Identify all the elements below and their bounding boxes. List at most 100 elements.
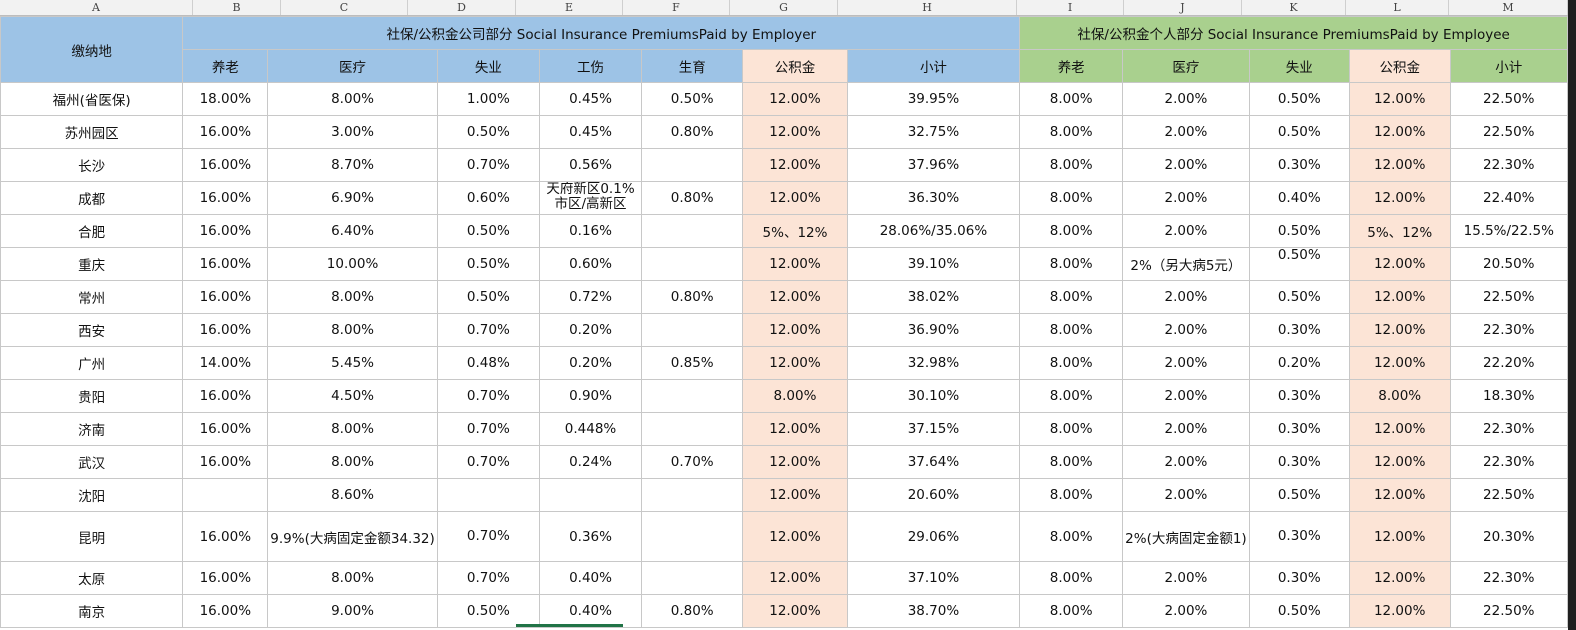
employer-cell-5[interactable]: 12.00% [742,82,848,116]
employer-cell-6[interactable]: 32.98% [846,346,1021,380]
employee-cell-1[interactable]: 2.00% [1122,214,1250,248]
employee-cell-1[interactable]: 2%（另大病5元） [1122,247,1250,281]
employer-col-header[interactable]: 公积金 [742,49,848,83]
employer-cell-4[interactable] [641,148,744,182]
employer-cell-4[interactable] [641,247,744,281]
employer-cell-4[interactable] [641,412,744,446]
employer-cell-1[interactable]: 8.00% [267,445,438,479]
employee-cell-1[interactable]: 2.00% [1122,181,1250,215]
employee-cell-3[interactable]: 8.00% [1348,379,1451,413]
employee-cell-3[interactable]: 12.00% [1348,511,1451,562]
employer-cell-3[interactable]: 0.448% [538,412,643,446]
employer-cell-6[interactable]: 20.60% [846,478,1021,512]
employer-cell-2[interactable]: 0.50% [436,594,540,628]
employee-cell-2[interactable]: 0.30% [1248,148,1350,182]
employee-cell-2[interactable]: 0.50% [1248,478,1350,512]
employee-cell-2[interactable]: 0.50% [1248,214,1350,248]
employee-cell-4[interactable]: 22.30% [1449,561,1568,595]
column-letter[interactable]: I [1017,0,1124,15]
column-letter[interactable]: J [1124,0,1242,15]
employee-cell-4[interactable]: 22.30% [1449,412,1568,446]
employer-cell-1[interactable]: 9.9%(大病固定金额34.32) [267,511,438,562]
employer-cell-5[interactable]: 12.00% [742,412,848,446]
location-header[interactable]: 缴纳地 [0,16,184,83]
employee-cell-3[interactable]: 12.00% [1348,148,1451,182]
employee-col-header[interactable]: 失业 [1248,49,1350,83]
employer-cell-5[interactable]: 8.00% [742,379,848,413]
employer-cell-6[interactable]: 32.75% [846,115,1021,149]
employer-cell-4[interactable]: 0.80% [641,594,744,628]
employee-cell-0[interactable]: 8.00% [1019,247,1124,281]
employer-cell-0[interactable]: 16.00% [182,313,269,347]
employee-cell-3[interactable]: 12.00% [1348,181,1451,215]
employer-cell-2[interactable]: 0.60% [436,181,540,215]
employer-cell-0[interactable]: 16.00% [182,148,269,182]
column-letter[interactable]: F [623,0,730,15]
employee-cell-0[interactable]: 8.00% [1019,594,1124,628]
employee-cell-1[interactable]: 2.00% [1122,346,1250,380]
city-cell[interactable]: 成都 [0,181,184,215]
employee-cell-4[interactable]: 22.30% [1449,445,1568,479]
employee-cell-2[interactable]: 0.30% [1248,511,1350,562]
column-letter[interactable]: H [838,0,1017,15]
employer-cell-2[interactable]: 0.50% [436,214,540,248]
employer-cell-4[interactable]: 0.85% [641,346,744,380]
employer-cell-0[interactable]: 16.00% [182,511,269,562]
employee-cell-2[interactable]: 0.30% [1248,379,1350,413]
employee-cell-3[interactable]: 12.00% [1348,445,1451,479]
employee-cell-4[interactable]: 22.50% [1449,115,1568,149]
employer-cell-5[interactable]: 12.00% [742,594,848,628]
employee-cell-2[interactable]: 0.20% [1248,346,1350,380]
employer-cell-1[interactable]: 8.00% [267,280,438,314]
employee-cell-3[interactable]: 12.00% [1348,346,1451,380]
employer-cell-5[interactable]: 12.00% [742,280,848,314]
employer-cell-6[interactable]: 38.02% [846,280,1021,314]
city-cell[interactable]: 昆明 [0,511,184,562]
city-cell[interactable]: 西安 [0,313,184,347]
employer-cell-4[interactable]: 0.80% [641,115,744,149]
employer-cell-2[interactable]: 0.70% [436,511,540,562]
employer-col-header[interactable]: 医疗 [267,49,438,83]
employer-col-header[interactable]: 小计 [846,49,1021,83]
employer-cell-2[interactable]: 0.48% [436,346,540,380]
employee-cell-3[interactable]: 12.00% [1348,280,1451,314]
employee-cell-2[interactable]: 0.30% [1248,561,1350,595]
employer-cell-1[interactable]: 8.00% [267,313,438,347]
employer-cell-3[interactable]: 0.45% [538,82,643,116]
employee-cell-0[interactable]: 8.00% [1019,313,1124,347]
city-cell[interactable]: 贵阳 [0,379,184,413]
employer-cell-3[interactable]: 0.16% [538,214,643,248]
employer-cell-0[interactable]: 16.00% [182,412,269,446]
employer-cell-1[interactable]: 9.00% [267,594,438,628]
employee-cell-4[interactable]: 18.30% [1449,379,1568,413]
employer-cell-5[interactable]: 12.00% [742,445,848,479]
employer-cell-0[interactable]: 16.00% [182,379,269,413]
employer-cell-0[interactable]: 16.00% [182,561,269,595]
employer-cell-2[interactable]: 0.70% [436,412,540,446]
employer-col-header[interactable]: 工伤 [538,49,643,83]
employer-cell-4[interactable]: 0.80% [641,181,744,215]
employee-cell-0[interactable]: 8.00% [1019,379,1124,413]
employee-cell-3[interactable]: 12.00% [1348,115,1451,149]
employer-cell-1[interactable]: 6.90% [267,181,438,215]
employer-cell-2[interactable]: 1.00% [436,82,540,116]
employee-cell-0[interactable]: 8.00% [1019,478,1124,512]
city-cell[interactable]: 福州(省医保) [0,82,184,116]
employer-cell-2[interactable]: 0.50% [436,247,540,281]
employer-cell-5[interactable]: 12.00% [742,247,848,281]
employer-cell-3[interactable]: 0.56% [538,148,643,182]
employer-cell-5[interactable]: 12.00% [742,511,848,562]
employer-cell-5[interactable]: 5%、12% [742,214,848,248]
employee-cell-4[interactable]: 22.20% [1449,346,1568,380]
employer-cell-3[interactable]: 0.36% [538,511,643,562]
employer-cell-3[interactable]: 0.20% [538,313,643,347]
employer-cell-6[interactable]: 29.06% [846,511,1021,562]
employer-cell-1[interactable]: 8.00% [267,412,438,446]
employer-cell-0[interactable]: 16.00% [182,115,269,149]
employee-cell-2[interactable]: 0.50% [1248,594,1350,628]
employer-cell-5[interactable]: 12.00% [742,561,848,595]
employer-cell-4[interactable] [641,214,744,248]
column-letter[interactable]: A [0,0,193,15]
employer-group-header[interactable]: 社保/公积金公司部分 Social Insurance PremiumsPaid… [182,16,1021,50]
employee-group-header[interactable]: 社保/公积金个人部分 Social Insurance PremiumsPaid… [1019,16,1568,50]
